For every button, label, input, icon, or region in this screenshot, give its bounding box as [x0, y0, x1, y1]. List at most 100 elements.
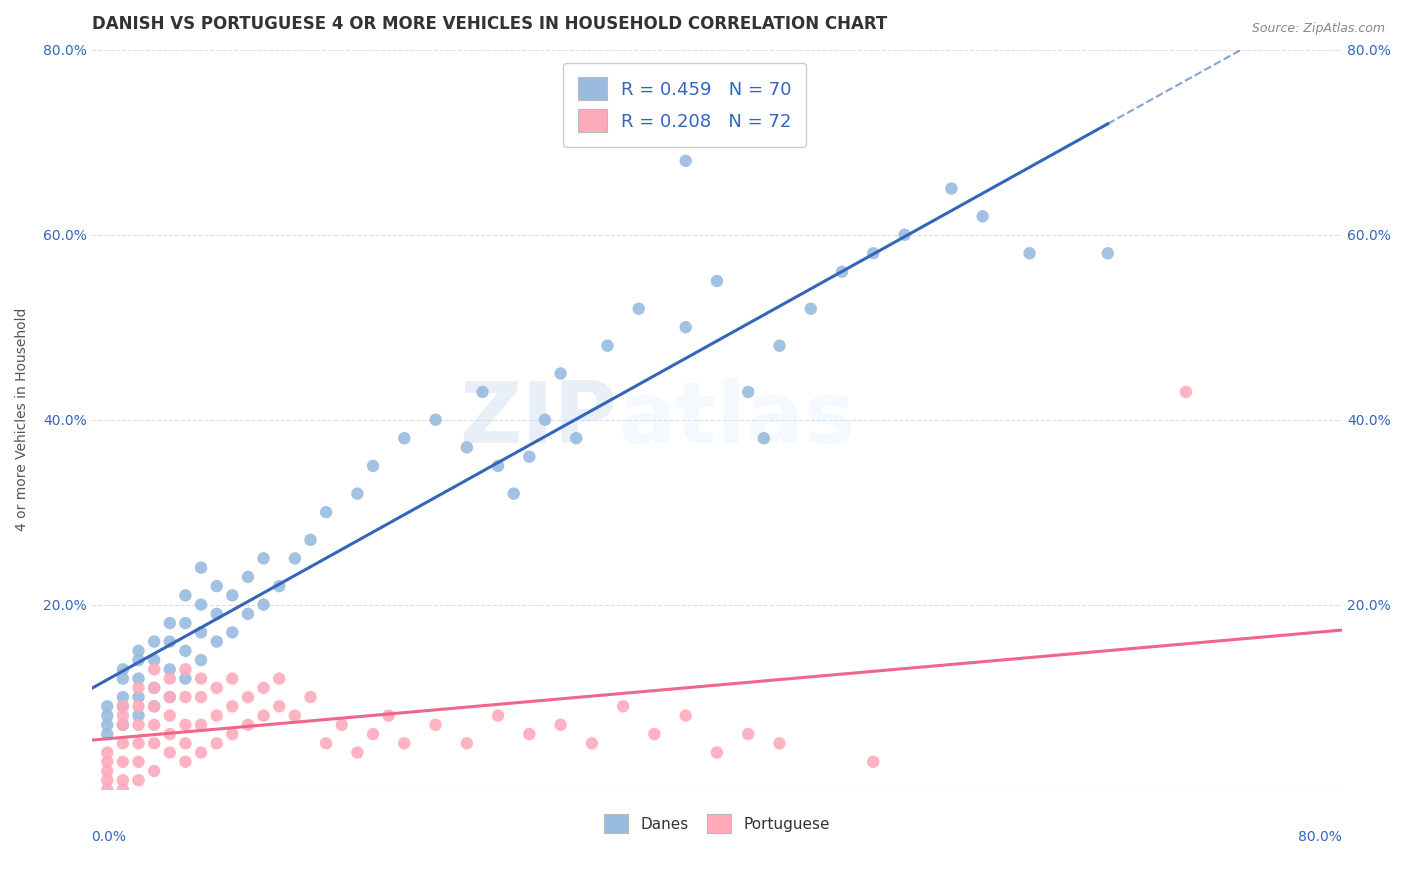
Point	[377, 708, 399, 723]
Point	[96, 699, 118, 714]
Point	[565, 431, 588, 445]
Point	[346, 486, 368, 500]
Point	[96, 727, 118, 741]
Point	[643, 727, 665, 741]
Point	[425, 718, 447, 732]
Point	[143, 662, 166, 676]
Y-axis label: 4 or more Vehicles in Household: 4 or more Vehicles in Household	[15, 308, 30, 532]
Point	[128, 653, 150, 667]
Point	[174, 662, 197, 676]
Point	[394, 736, 416, 750]
Point	[269, 579, 291, 593]
Point	[174, 644, 197, 658]
Point	[159, 746, 181, 760]
Point	[190, 672, 212, 686]
Point	[330, 718, 353, 732]
Point	[159, 690, 181, 704]
Legend: Danes, Portuguese: Danes, Portuguese	[596, 806, 838, 841]
Point	[111, 773, 134, 788]
Point	[534, 413, 557, 427]
Point	[174, 718, 197, 732]
Point	[269, 672, 291, 686]
Point	[221, 672, 243, 686]
Point	[361, 727, 384, 741]
Point	[893, 227, 915, 242]
Point	[486, 708, 509, 723]
Point	[128, 708, 150, 723]
Point	[143, 699, 166, 714]
Point	[159, 672, 181, 686]
Point	[502, 486, 524, 500]
Point	[143, 681, 166, 695]
Point	[143, 718, 166, 732]
Text: ZIP: ZIP	[460, 378, 617, 461]
Point	[550, 718, 572, 732]
Point	[111, 718, 134, 732]
Point	[252, 708, 274, 723]
Point	[236, 607, 259, 621]
Point	[111, 690, 134, 704]
Point	[111, 699, 134, 714]
Point	[236, 718, 259, 732]
Point	[1097, 246, 1119, 260]
Point	[205, 708, 228, 723]
Point	[941, 181, 963, 195]
Point	[221, 699, 243, 714]
Point	[96, 708, 118, 723]
Point	[143, 653, 166, 667]
Point	[174, 616, 197, 631]
Point	[190, 746, 212, 760]
Point	[128, 681, 150, 695]
Point	[252, 681, 274, 695]
Point	[706, 274, 728, 288]
Point	[159, 616, 181, 631]
Point	[517, 450, 540, 464]
Point	[128, 644, 150, 658]
Point	[205, 634, 228, 648]
Point	[159, 634, 181, 648]
Point	[252, 598, 274, 612]
Point	[299, 690, 322, 704]
Point	[627, 301, 650, 316]
Point	[111, 736, 134, 750]
Point	[768, 339, 790, 353]
Point	[581, 736, 603, 750]
Point	[205, 607, 228, 621]
Point	[862, 755, 884, 769]
Point	[174, 672, 197, 686]
Point	[236, 690, 259, 704]
Point	[284, 708, 307, 723]
Point	[205, 736, 228, 750]
Point	[96, 764, 118, 778]
Point	[111, 699, 134, 714]
Point	[221, 588, 243, 602]
Point	[737, 384, 759, 399]
Point	[159, 727, 181, 741]
Point	[425, 413, 447, 427]
Point	[96, 755, 118, 769]
Point	[190, 625, 212, 640]
Point	[675, 320, 697, 334]
Point	[831, 265, 853, 279]
Point	[128, 736, 150, 750]
Point	[128, 699, 150, 714]
Point	[252, 551, 274, 566]
Point	[143, 634, 166, 648]
Point	[486, 458, 509, 473]
Point	[111, 708, 134, 723]
Point	[159, 662, 181, 676]
Text: atlas: atlas	[617, 378, 855, 461]
Point	[190, 560, 212, 574]
Point	[315, 736, 337, 750]
Point	[205, 681, 228, 695]
Point	[128, 773, 150, 788]
Point	[612, 699, 634, 714]
Point	[675, 708, 697, 723]
Point	[111, 755, 134, 769]
Point	[675, 153, 697, 168]
Text: Source: ZipAtlas.com: Source: ZipAtlas.com	[1251, 22, 1385, 36]
Point	[752, 431, 775, 445]
Point	[128, 690, 150, 704]
Point	[269, 699, 291, 714]
Point	[972, 209, 994, 223]
